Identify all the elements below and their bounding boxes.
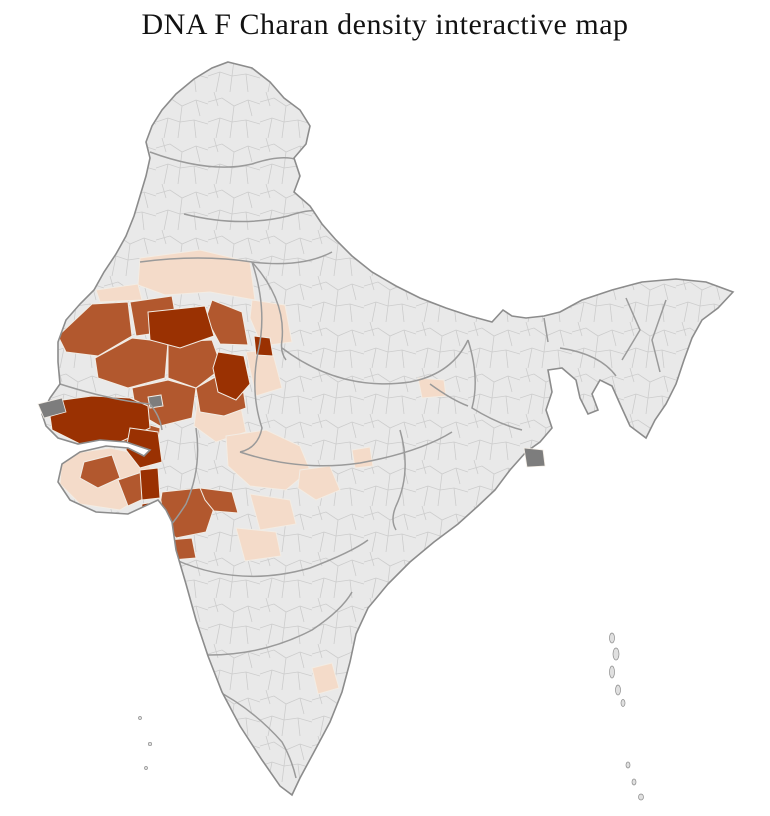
district-region-mid[interactable] [167,537,197,561]
island [144,766,148,770]
island [609,632,615,644]
district-region-low[interactable] [311,662,340,695]
district-region-low[interactable] [297,465,341,501]
island [638,793,644,801]
district-region-high[interactable] [253,335,274,357]
district-region-gray[interactable] [37,397,67,419]
district-region-mid[interactable] [199,487,239,514]
island [138,716,142,720]
district-region-mid[interactable] [57,301,133,357]
district-region-mid[interactable] [79,454,121,489]
district-region-low[interactable] [137,249,256,301]
state-borders [59,151,667,779]
district-region-low[interactable] [249,493,297,531]
district-region-low[interactable] [417,377,447,399]
district-region-low[interactable] [351,446,374,469]
island [615,684,621,696]
district-region-mid[interactable] [167,339,223,389]
district-region-high[interactable] [139,467,161,501]
district-region-low[interactable] [235,527,282,562]
country-outline [41,61,735,797]
island [147,741,153,747]
district-region-high[interactable] [147,305,215,349]
district-region-gray[interactable] [147,394,164,409]
district-region-high[interactable] [212,351,251,401]
island [620,699,626,707]
island [631,778,637,786]
island [609,665,615,679]
district-region-mid[interactable] [94,337,169,389]
island [612,647,620,661]
island [625,761,631,769]
district-region-gray[interactable] [523,447,546,468]
district-region-high[interactable] [139,500,167,546]
page-title: DNA F Charan density interactive map [141,8,629,41]
